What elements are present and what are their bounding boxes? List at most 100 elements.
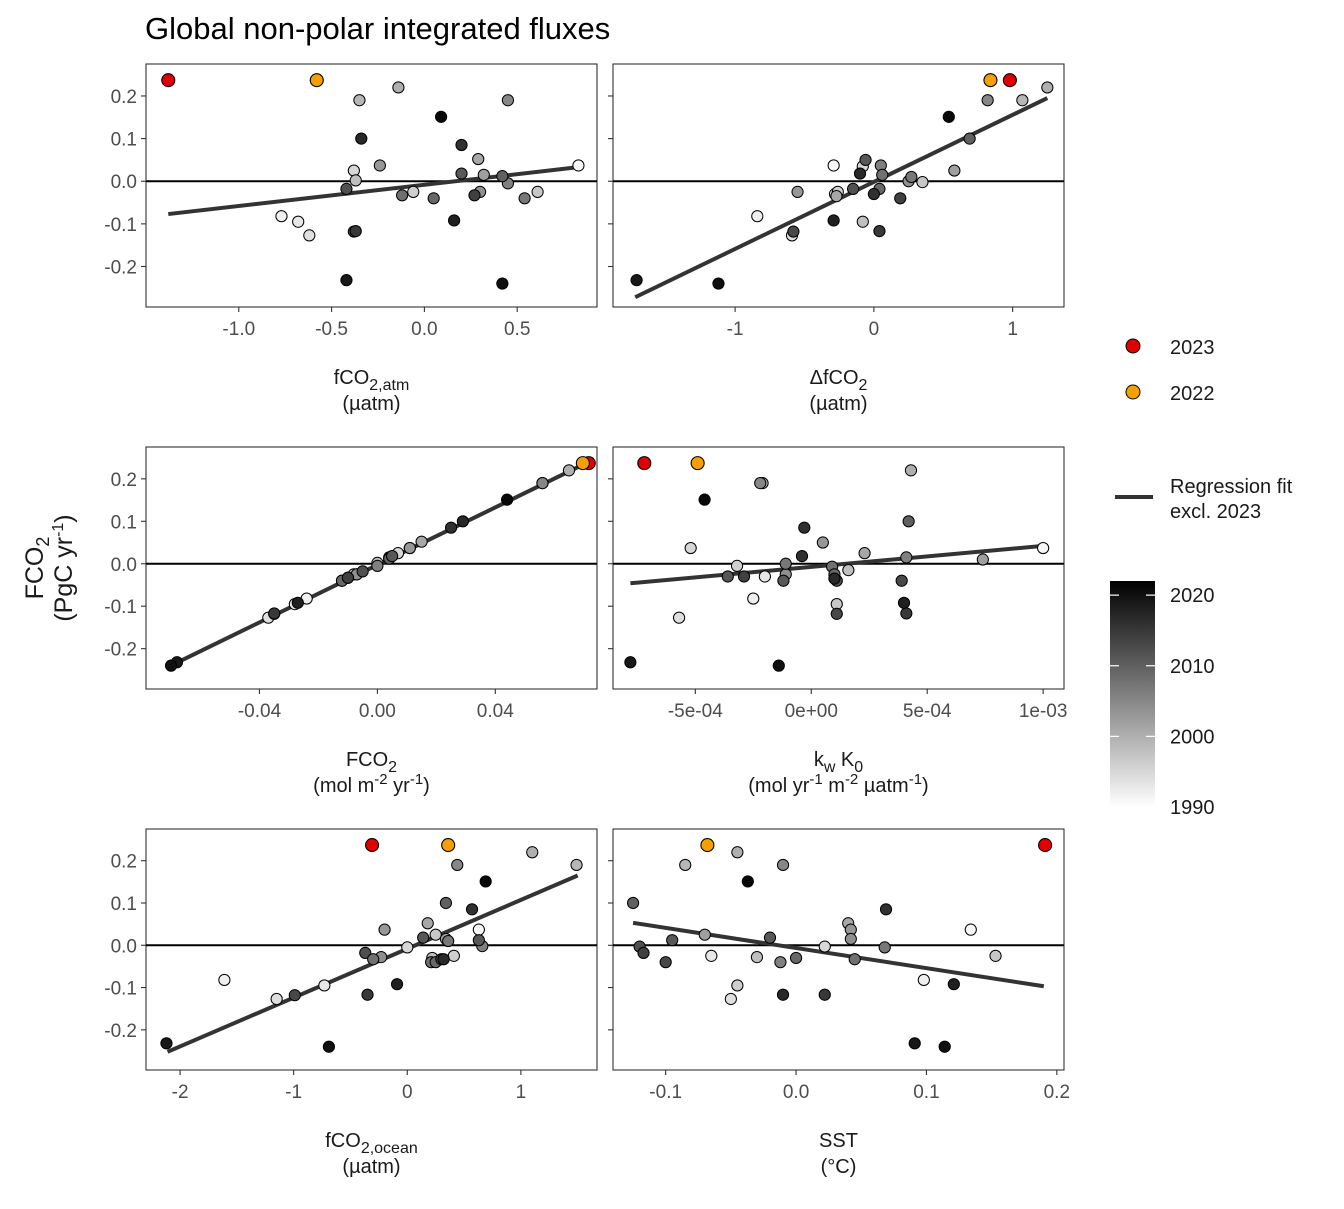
panel-grid: -0.2-0.10.00.10.2-1.0 -0.5 0.0 0.5fCO2,atm(… xyxy=(104,63,1070,1178)
data-point xyxy=(989,949,1002,962)
data-point xyxy=(429,928,442,941)
data-point xyxy=(698,928,711,941)
data-point xyxy=(867,187,880,201)
highlight-point-2022 xyxy=(983,73,998,88)
data-point xyxy=(401,941,414,954)
data-point xyxy=(763,931,777,944)
x-tick-label: 0 xyxy=(402,1082,413,1103)
data-point xyxy=(288,989,301,1002)
data-point xyxy=(712,277,725,290)
data-point xyxy=(666,934,679,947)
data-point xyxy=(451,858,464,872)
panel-border xyxy=(612,446,1065,690)
data-point xyxy=(774,956,787,969)
y-tick-label: -0.1 xyxy=(104,597,137,618)
data-point xyxy=(758,570,771,583)
data-point xyxy=(859,153,872,167)
regression-line xyxy=(168,165,579,217)
data-point xyxy=(873,225,886,238)
x-axis-title: SST xyxy=(819,1130,858,1152)
data-point xyxy=(659,956,672,969)
data-point xyxy=(858,547,871,560)
data-point xyxy=(947,978,960,991)
y-tick-label: -0.1 xyxy=(104,215,137,236)
data-point xyxy=(386,550,399,563)
data-point xyxy=(916,175,929,189)
y-tick-label: -0.2 xyxy=(104,640,137,661)
data-point xyxy=(479,875,492,888)
data-point xyxy=(830,607,843,620)
data-point xyxy=(724,992,737,1006)
x-tick-label: 1 xyxy=(1007,319,1018,340)
x-axis-title: fCO2,atm xyxy=(334,367,410,394)
data-point xyxy=(392,81,405,94)
data-point xyxy=(421,917,434,930)
data-point xyxy=(981,94,994,107)
data-point xyxy=(349,225,362,238)
data-point xyxy=(439,896,453,910)
data-point xyxy=(417,931,430,944)
data-point xyxy=(347,164,360,177)
data-point xyxy=(349,174,362,187)
data-point xyxy=(848,953,861,966)
panel-6: -0.1 0.0 0.1 0.2 SST (°C) xyxy=(608,828,1070,1178)
highlight-point-2023 xyxy=(365,838,380,853)
legend: 2023 2022 Regression fit excl. 2023 2020… xyxy=(1110,337,1293,819)
data-point xyxy=(456,515,469,528)
data-point xyxy=(303,229,316,242)
x-tick-label: 0.5 xyxy=(504,319,530,340)
data-point xyxy=(403,541,416,555)
data-point xyxy=(904,464,918,477)
legend-label-2023: 2023 xyxy=(1170,337,1215,359)
data-point xyxy=(378,923,391,936)
colorbar xyxy=(1110,581,1155,807)
highlight-point-2022 xyxy=(700,838,715,853)
y-axis-title: FCO2 xyxy=(21,537,53,600)
x-tick-label: 0.04 xyxy=(477,701,514,722)
data-point xyxy=(721,570,734,583)
x-axis-unit: (µatm) xyxy=(342,1156,400,1178)
data-point xyxy=(367,953,380,966)
data-point xyxy=(437,953,450,966)
x-tick-label: 1 xyxy=(516,1082,527,1103)
data-point xyxy=(531,185,544,198)
data-point xyxy=(472,923,485,936)
data-point xyxy=(356,565,369,578)
data-point xyxy=(772,659,785,672)
data-point xyxy=(562,464,576,477)
x-axis-title: FCO2 xyxy=(346,749,397,776)
data-point xyxy=(895,574,908,587)
data-point xyxy=(496,170,509,183)
data-point xyxy=(1037,541,1050,555)
data-point xyxy=(791,185,804,198)
data-point xyxy=(737,570,751,583)
highlight-point-2023 xyxy=(1038,838,1053,853)
data-point xyxy=(679,858,692,872)
data-point xyxy=(795,550,809,563)
x-tick-label: 5e-04 xyxy=(903,701,952,722)
colorbar-tick-label: 2000 xyxy=(1170,726,1215,748)
data-point xyxy=(447,949,460,962)
data-point xyxy=(355,132,368,145)
highlight-point-2023 xyxy=(1002,73,1017,88)
y-tick-label: -0.1 xyxy=(104,979,137,1000)
y-axis-unit: (PgC yr-1) xyxy=(50,514,78,621)
legend-label-2022: 2022 xyxy=(1170,383,1215,405)
data-point xyxy=(942,110,955,123)
data-point xyxy=(856,215,869,228)
panel-3: -0.2 -0.1 0.0 0.1 0.2 -0.04 0.00 0.04 FCO2(mol m… xyxy=(104,446,598,797)
data-point xyxy=(963,132,976,145)
data-point xyxy=(747,592,760,605)
data-point xyxy=(526,846,539,859)
data-point xyxy=(776,858,790,872)
x-tick-label: -0.1 xyxy=(649,1082,682,1103)
data-point xyxy=(902,515,915,528)
data-point xyxy=(465,903,479,916)
data-point xyxy=(900,551,913,564)
panel-1: -0.2 -0.1 0.0 0.1 0.2 -1.0 -0.5 0.0 0.5 fCO2,atm(… xyxy=(104,63,598,415)
data-point xyxy=(818,988,831,1001)
data-point xyxy=(447,214,461,227)
x-tick-label: 0.00 xyxy=(359,701,396,722)
data-point xyxy=(500,493,514,506)
data-point xyxy=(501,94,515,107)
